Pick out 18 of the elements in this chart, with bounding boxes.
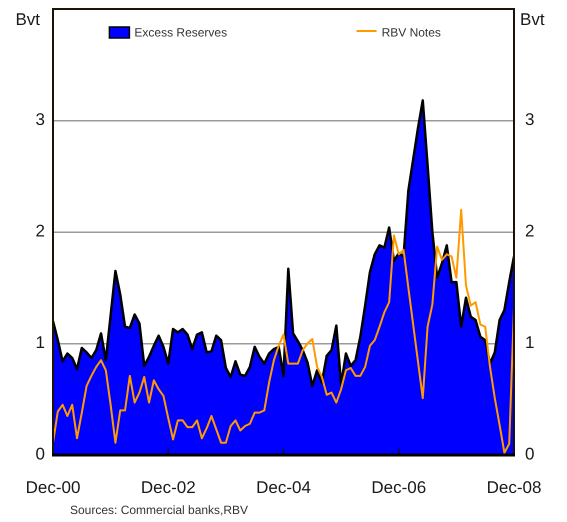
y-tick-label: 0 — [36, 444, 45, 464]
y-tick-label: 1 — [36, 333, 45, 352]
legend-label: Excess Reserves — [134, 25, 228, 40]
y2-tick-label: 3 — [525, 110, 534, 130]
source-note: Sources: Commercial banks,RBV — [70, 503, 248, 517]
y2-tick-label: 0 — [525, 444, 534, 464]
x-tick-label: Dec-08 — [486, 478, 542, 497]
y2-tick-label: 2 — [525, 222, 534, 241]
y-tick-label: 2 — [36, 222, 45, 241]
x-tick-label: Dec-04 — [256, 478, 311, 497]
x-tick-label: Dec-06 — [371, 478, 426, 497]
x-tick-label: Dec-02 — [140, 478, 196, 497]
y2-tick-label: 1 — [525, 333, 534, 352]
y2-axis-title: Bvt — [520, 10, 545, 30]
y-tick-label: 3 — [36, 110, 45, 130]
legend-label: RBV Notes — [382, 25, 441, 40]
y-axis-title: Bvt — [15, 10, 40, 30]
x-tick-label: Dec-00 — [26, 478, 80, 497]
